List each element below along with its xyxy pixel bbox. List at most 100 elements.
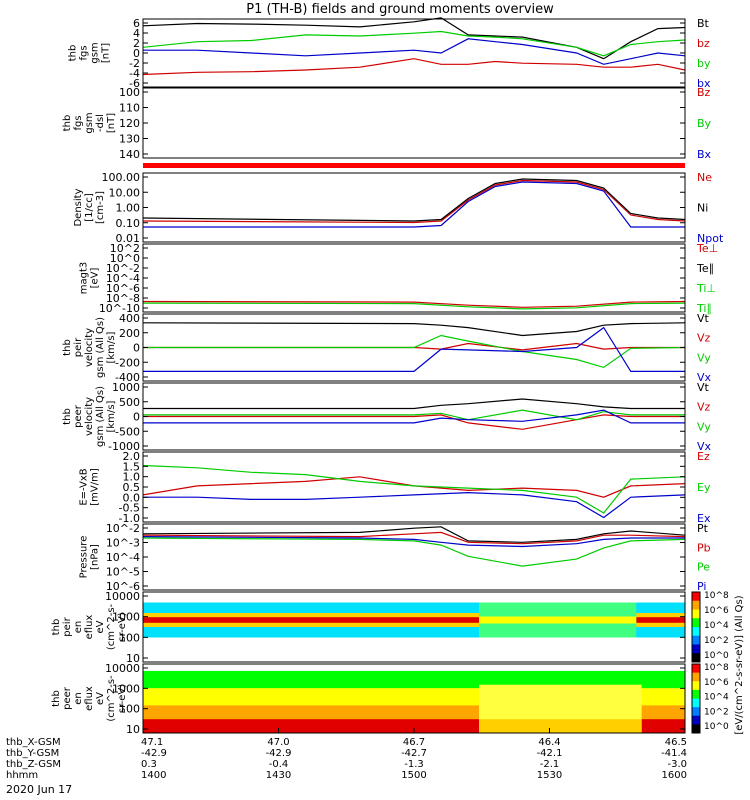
y-axis-label: [km/s]: [106, 400, 117, 432]
panel-frame: [142, 18, 686, 88]
y-tick-label: -4: [129, 67, 140, 80]
y-axis-label: gsm: [90, 42, 101, 63]
footer-date: 2020 Jun 17: [6, 783, 72, 796]
legend-entry: Te∥: [696, 262, 714, 275]
panel-5: 400 200 0-200 -400 thb peir velocity gsm (All Q…: [62, 312, 712, 384]
legend-entry: Pb: [697, 541, 711, 554]
colorbar-swatch: [692, 707, 700, 717]
series-line-bx: [143, 38, 686, 65]
y-axis-label: [nT]: [106, 113, 117, 133]
y-tick-label: 100: [119, 703, 140, 716]
y-axis-label: sr-eV): [117, 684, 128, 713]
x-axis-value: 1530: [537, 770, 562, 781]
y-tick-label: 10^-3: [106, 537, 140, 550]
series-line-bz: [142, 58, 686, 76]
y-axis-label: [mV/m]: [90, 468, 101, 506]
y-axis-label: (cm^2-s-: [106, 675, 117, 722]
colorbar-swatch: [692, 609, 700, 619]
legend-entry: Vz: [697, 332, 711, 345]
y-tick-label: 10: [126, 652, 140, 665]
y-axis-label: gsm: [84, 112, 95, 133]
y-axis-label: magt3: [79, 262, 90, 295]
y-axis-label: thb: [62, 339, 73, 356]
series-line-Vx: [143, 409, 685, 424]
legend-entry: bx: [697, 77, 711, 90]
y-axis-label: peir: [73, 337, 84, 357]
colorbar-tick: 10^8: [704, 591, 729, 601]
colorbar-tick: 10^8: [704, 663, 729, 673]
y-axis-label: [eV]: [90, 268, 101, 289]
series-line-Npot: [143, 181, 685, 228]
y-axis-label: eflux: [84, 686, 95, 711]
x-axis-value: 46.5: [665, 737, 687, 748]
series-line-by: [142, 30, 686, 57]
colorbar-label: [eV/(cm^2-s-sr-eV)] (All Qs): [734, 595, 745, 734]
legend-entry: Ti⊥: [696, 282, 716, 295]
x-axis-value: 1430: [266, 770, 291, 781]
legend-entry: Ex: [697, 512, 711, 525]
panel-frame: [142, 591, 686, 663]
y-tick-label: 10^-10: [99, 302, 140, 315]
series-line-Vt: [142, 322, 686, 337]
legend-entry: Pe: [697, 561, 710, 574]
series-line-Pb: [142, 531, 686, 545]
heatmap-band: [479, 616, 637, 624]
x-axis-value: 1600: [662, 770, 687, 781]
series-line-Vz: [143, 342, 685, 351]
colorbar-tick: 10^0: [704, 651, 729, 661]
colorbar-swatch: [692, 724, 700, 734]
y-axis-label: (cm^2-s-: [106, 603, 117, 650]
y-tick-label: 10^-4: [106, 272, 140, 285]
series-line-Ti⊥: [142, 302, 686, 310]
x-axis-row-label: thb_Z-GSM: [6, 759, 61, 770]
y-axis-label: peir: [62, 616, 73, 636]
x-axis-value: -0.4: [269, 759, 289, 770]
x-axis-value: 1400: [141, 770, 166, 781]
heatmap-band: [143, 617, 480, 623]
legend-entry: Vt: [697, 312, 710, 325]
y-tick-label: 10: [126, 723, 140, 736]
y-axis-label: sr-eV): [117, 612, 128, 641]
series-line-Vy: [143, 409, 685, 421]
x-axis-row-label: thb_Y-GSM: [6, 748, 59, 759]
colorbar-tick: 10^4: [704, 693, 729, 703]
y-axis-label: [km/s]: [106, 331, 117, 363]
series-line-Ez: [142, 476, 686, 498]
series-line-Vx: [143, 326, 685, 372]
legend-entry: Bt: [697, 17, 710, 30]
x-axis-value: -1.3: [404, 759, 424, 770]
y-tick-label: 100: [119, 631, 140, 644]
x-axis-value: 46.4: [538, 737, 560, 748]
y-tick-label: 1000: [112, 381, 140, 394]
y-tick-label: 1.00: [116, 202, 141, 215]
y-tick-label: 500: [119, 396, 140, 409]
colorbar-tick: 10^2: [704, 707, 729, 717]
series-line-Ne: [142, 179, 686, 224]
legend-entry: Vy: [697, 420, 711, 433]
y-axis-label: fgs: [73, 115, 84, 130]
colorbar-tick: 10^6: [704, 606, 729, 616]
legend-entry: Ne: [697, 171, 712, 184]
series-line-Vy: [143, 334, 686, 369]
colorbar-frame: [691, 663, 701, 734]
y-tick-label: 0.10: [116, 217, 141, 230]
y-axis-label: en: [73, 621, 84, 634]
heatmap-band: [479, 719, 642, 733]
y-tick-label: 10^-6: [106, 282, 140, 295]
panel-10: 10000 1000 100 10 thb peer en eflux eV (cm^2-s-sr…: [51, 662, 686, 736]
panel-9: 10000 1000 100 10 thb peir en eflux eV (cm^2-s-sr…: [51, 590, 686, 665]
y-axis-label: thb: [62, 408, 73, 425]
y-axis-label: velocity: [84, 397, 95, 436]
y-tick-label: 10000: [105, 590, 140, 603]
x-axis-row-label: thb_X-GSM: [6, 737, 61, 748]
y-axis-label: [nPa]: [90, 544, 101, 570]
y-tick-label: 130: [119, 133, 140, 146]
y-tick-label: 1000: [112, 611, 140, 624]
legend-entry: Vx: [697, 371, 712, 384]
panel-4: 10^210^010^-210^-410^-610^-810^-10 magt3[…: [79, 242, 719, 315]
y-axis-label: thb: [51, 619, 62, 636]
y-axis-label: thb: [68, 45, 79, 62]
y-axis-label: [cm-3]: [95, 191, 106, 224]
